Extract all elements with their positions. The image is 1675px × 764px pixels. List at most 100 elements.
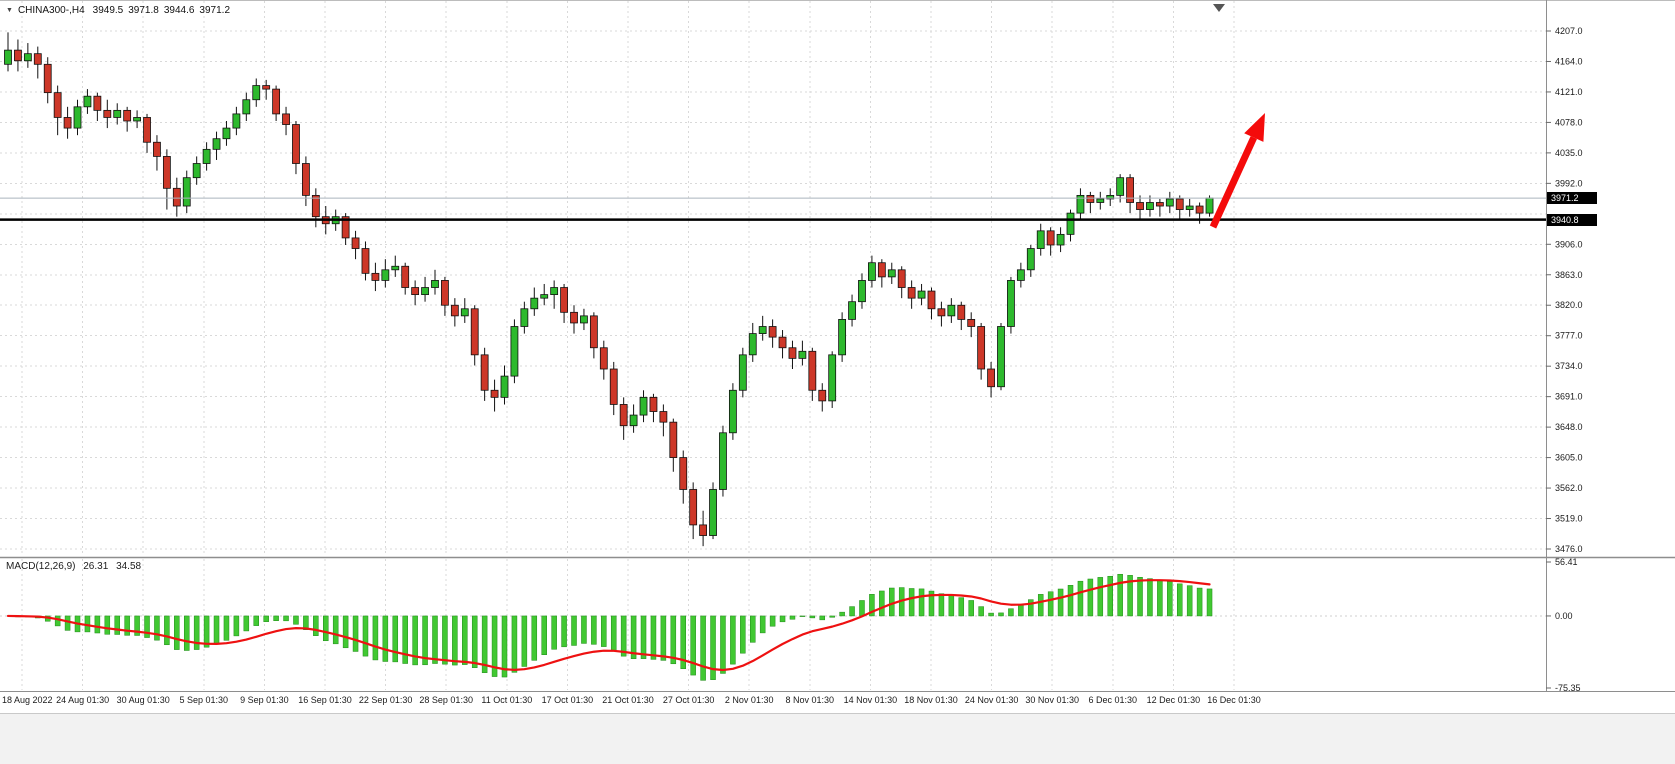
- macd-axis-label: -75.35: [1555, 683, 1581, 693]
- macd-label: MACD(12,26,9): [6, 561, 76, 572]
- macd-histogram-bar: [680, 615, 686, 669]
- macd-histogram-bar: [829, 615, 835, 618]
- candle-body: [411, 287, 420, 296]
- candle-body: [341, 216, 350, 239]
- candle-body: [550, 287, 559, 296]
- time-axis-label: 27 Oct 01:30: [663, 695, 715, 705]
- candle-body: [282, 113, 290, 125]
- macd-histogram-bar: [988, 612, 994, 617]
- candle-body: [490, 389, 499, 398]
- macd-histogram-bar: [174, 615, 180, 650]
- macd-histogram-bar: [889, 587, 895, 617]
- time-axis-label: 18 Aug 2022: [2, 695, 53, 705]
- macd-histogram-bar: [154, 615, 160, 641]
- candle-body: [470, 308, 479, 356]
- macd-histogram-bar: [730, 615, 736, 665]
- candle-body: [14, 49, 22, 62]
- macd-histogram-bar: [561, 615, 567, 648]
- candle-body: [33, 53, 42, 65]
- price-axis-label: 3992.0: [1555, 178, 1583, 188]
- candle-body: [480, 354, 489, 391]
- ohlc-open: 3949.5: [92, 5, 124, 16]
- macd-histogram-bar: [1057, 588, 1064, 617]
- macd-histogram-bar: [630, 615, 637, 659]
- macd-histogram-bar: [303, 615, 309, 630]
- time-axis-label: 9 Sep 01:30: [240, 695, 289, 705]
- candle-body: [877, 262, 886, 278]
- candle-body: [1175, 198, 1184, 210]
- price-axis-label: 3820.0: [1555, 300, 1583, 310]
- trend-arrow-head[interactable]: [1244, 113, 1265, 142]
- candle-body: [818, 389, 827, 402]
- macd-histogram-bar: [372, 615, 379, 661]
- candle-body: [1146, 202, 1154, 210]
- candle-body: [748, 333, 757, 356]
- candle-body: [63, 117, 72, 129]
- candle-body: [133, 117, 141, 122]
- macd-histogram-bar: [968, 600, 974, 617]
- candle-body: [947, 304, 956, 317]
- candle-body: [103, 109, 112, 118]
- candle-body: [649, 396, 658, 412]
- macd-histogram-bar: [273, 615, 279, 621]
- macd-histogram-bar: [392, 615, 399, 663]
- macd-histogram-bar: [690, 615, 696, 676]
- macd-histogram-bar: [134, 615, 140, 636]
- candle-body: [719, 432, 727, 490]
- macd-histogram-bar: [759, 615, 766, 634]
- candle-body: [441, 280, 449, 306]
- macd-histogram-bar: [948, 594, 955, 617]
- candle-body: [679, 457, 688, 490]
- macd-histogram-bar: [789, 615, 796, 620]
- macd-histogram-bar: [1107, 575, 1113, 617]
- price-axis-label: 3476.0: [1555, 544, 1583, 554]
- macd-histogram-bar: [352, 615, 359, 652]
- macd-histogram-bar: [809, 615, 816, 619]
- macd-histogram-bar: [213, 615, 220, 645]
- bid-price-box: 3971.2: [1547, 192, 1597, 205]
- time-axis-label: 14 Nov 01:30: [844, 695, 898, 705]
- candle-body: [421, 287, 429, 296]
- candle-body: [401, 265, 410, 288]
- candle-body: [619, 404, 628, 427]
- macd-histogram-bar: [233, 615, 240, 637]
- candle-body: [997, 326, 1005, 388]
- macd-histogram-bar: [918, 588, 925, 617]
- candle-body: [381, 269, 390, 281]
- candle-body: [371, 272, 380, 281]
- candle-body: [788, 347, 797, 359]
- ohlc-low: 3944.6: [163, 5, 195, 16]
- macd-histogram-bar: [471, 615, 478, 668]
- chart-shift-marker[interactable]: [1213, 4, 1225, 12]
- time-axis-label: 12 Dec 01:30: [1147, 695, 1201, 705]
- candle-body: [798, 350, 807, 359]
- macd-histogram-bar: [362, 615, 369, 657]
- candle-body: [113, 109, 122, 118]
- candle-body: [1165, 198, 1174, 207]
- candle-body: [153, 141, 161, 157]
- time-axis-label: 11 Oct 01:30: [481, 695, 532, 705]
- candle-body: [957, 304, 966, 320]
- candle-body: [1155, 202, 1164, 207]
- candle-body: [897, 269, 906, 288]
- price-axis-label: 3906.0: [1555, 239, 1583, 249]
- axes-layer[interactable]: 4207.0 4164.0 4121.0 4078.0 4035.0 3992.0 3906…: [0, 0, 1675, 705]
- candle-body: [73, 106, 82, 129]
- candle-body: [917, 290, 926, 299]
- macd-axis-label: 56.41: [1555, 557, 1578, 567]
- macd-histogram-bar: [928, 590, 935, 617]
- time-axis-label: 28 Sep 01:30: [419, 695, 473, 705]
- symbol-expander-icon[interactable]: ▼: [6, 7, 13, 14]
- time-axis-label: 16 Sep 01:30: [298, 695, 352, 705]
- macd-histogram-bar: [710, 615, 716, 680]
- macd-histogram-bar: [769, 615, 776, 627]
- macd-histogram-bar: [1018, 604, 1024, 617]
- candle-body: [530, 297, 539, 310]
- macd-histogram-bar: [1147, 578, 1153, 617]
- candle-body: [520, 308, 529, 327]
- candle-body: [123, 109, 132, 122]
- trend-arrow-shaft[interactable]: [1209, 136, 1257, 229]
- candle-body: [1185, 205, 1194, 210]
- macd-histogram-bar: [183, 615, 190, 651]
